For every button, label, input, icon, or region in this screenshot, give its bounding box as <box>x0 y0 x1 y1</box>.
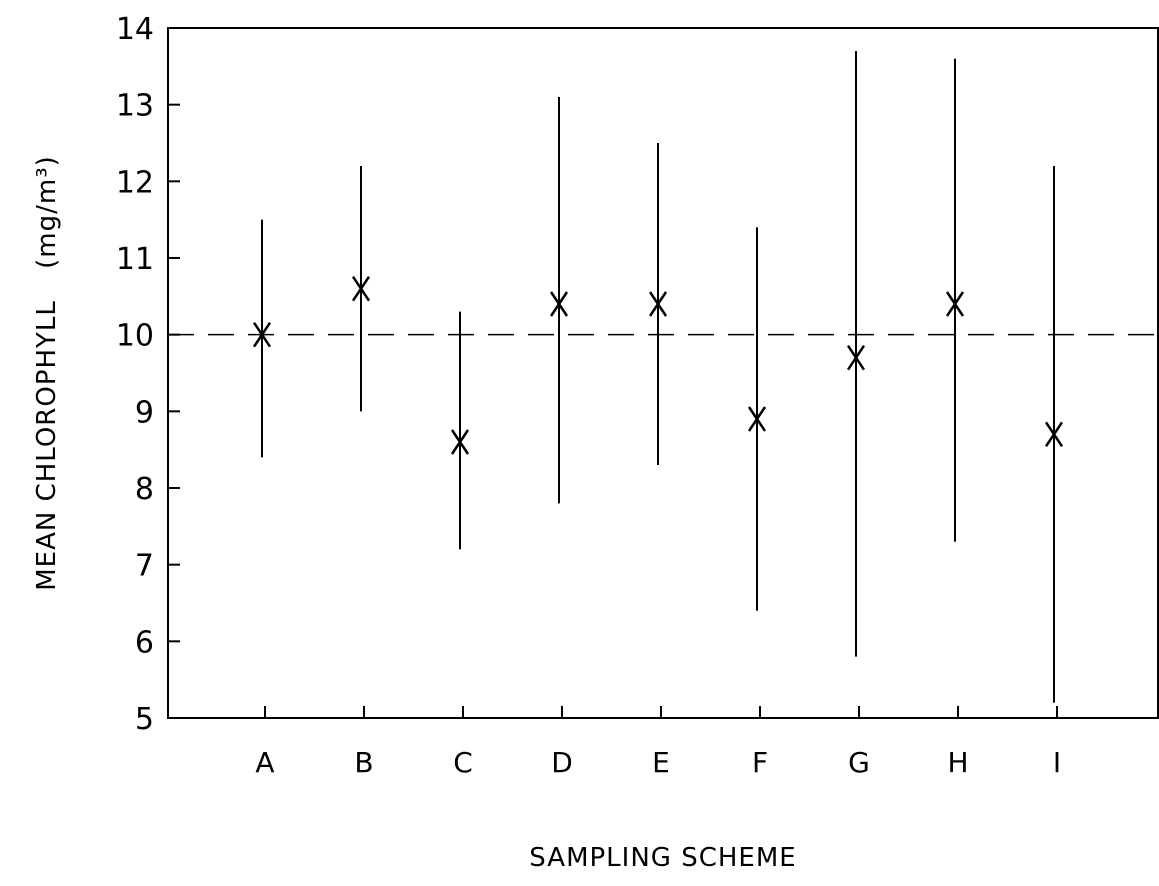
x-axis-title: SAMPLING SCHEME <box>529 843 796 873</box>
y-tick-label: 5 <box>135 702 154 737</box>
mean-marker <box>747 406 767 432</box>
mean-marker <box>450 429 470 455</box>
y-axis-title: MEAN CHLOROPHYLL (mg/m³) <box>32 155 62 591</box>
y-tick-label: 7 <box>135 549 154 584</box>
x-tick-label: F <box>752 746 768 779</box>
x-tick-label: C <box>453 746 473 779</box>
x-tick-label: B <box>354 746 373 779</box>
mean-marker <box>549 291 569 317</box>
y-axis-title-text: MEAN CHLOROPHYLL <box>32 300 62 591</box>
y-tick-label: 10 <box>116 319 154 354</box>
series-group <box>252 51 1064 703</box>
y-tick-label: 6 <box>135 625 154 660</box>
y-tick-label: 8 <box>135 472 154 507</box>
x-axis: A B C D E F G H I <box>255 706 1061 779</box>
y-axis-unit: (mg/m³) <box>32 155 62 269</box>
mean-marker <box>1044 421 1064 448</box>
mean-marker <box>945 291 965 317</box>
mean-marker <box>252 321 272 348</box>
x-tick-label: H <box>947 746 968 779</box>
y-tick-label: 13 <box>116 89 154 124</box>
x-tick-label: D <box>551 746 573 779</box>
y-tick-label: 14 <box>116 12 154 47</box>
plot-frame <box>167 27 1159 719</box>
x-tick-label: I <box>1053 746 1061 779</box>
mean-marker <box>648 291 668 317</box>
y-tick-label: 9 <box>135 395 154 430</box>
y-axis: 5 6 7 8 9 10 11 12 13 14 <box>116 12 180 737</box>
x-tick-label: A <box>255 746 274 779</box>
y-tick-label: 11 <box>116 242 154 277</box>
x-tick-label: E <box>652 746 670 779</box>
x-tick-label: G <box>848 746 870 779</box>
mean-marker <box>351 275 371 302</box>
mean-marker <box>846 344 866 371</box>
y-tick-label: 12 <box>116 165 154 200</box>
